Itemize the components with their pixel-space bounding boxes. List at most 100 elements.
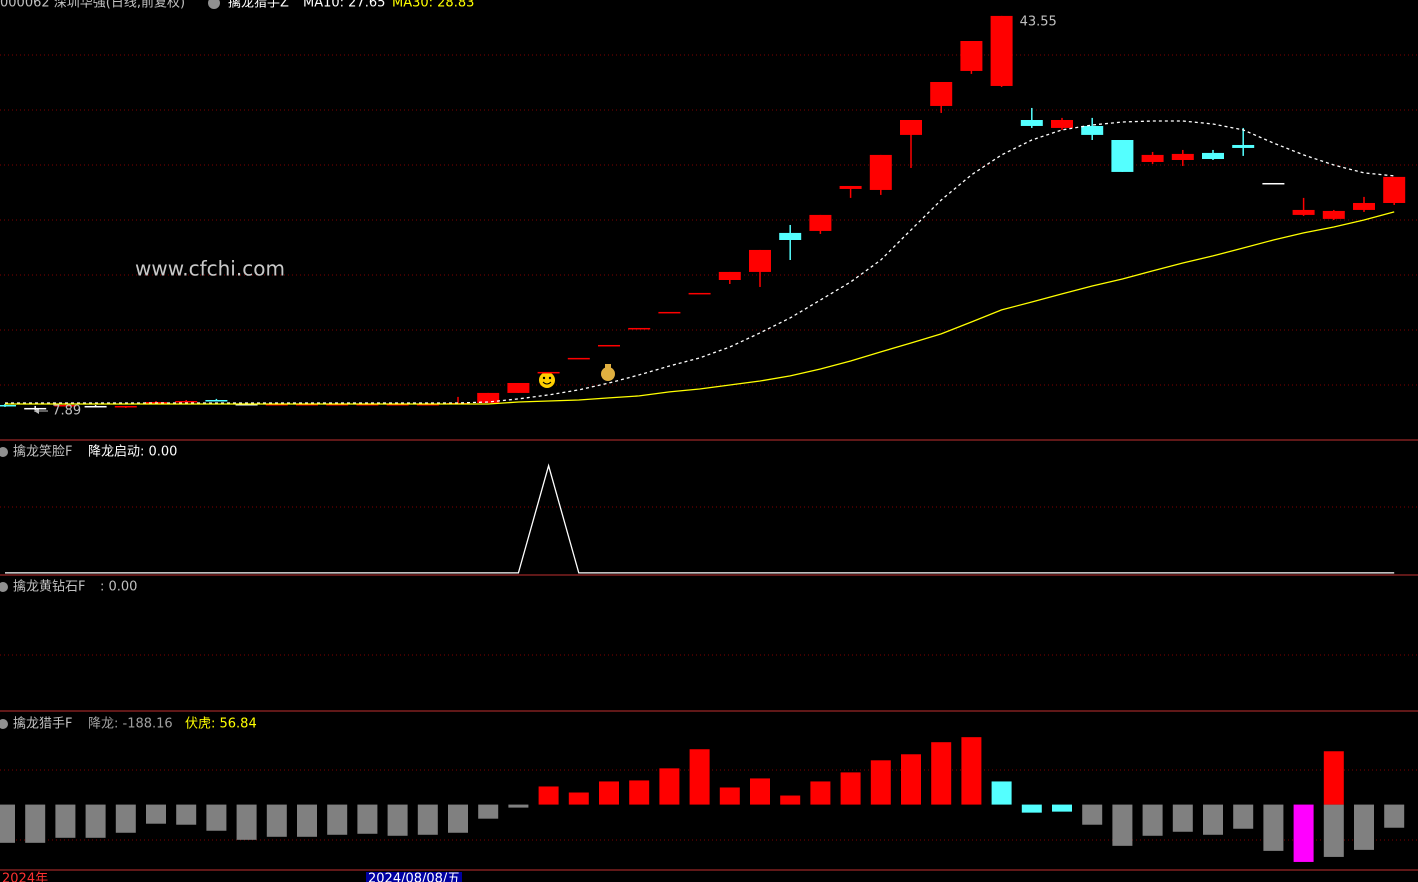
x-tick-label: 2024年: [2, 872, 48, 882]
candle-body: [960, 40, 983, 71]
bar: [568, 792, 589, 805]
bar: [55, 804, 76, 838]
pane-title: 擒龙笑脸F: [13, 444, 72, 460]
bar: [206, 804, 227, 831]
candle-body: [84, 405, 107, 408]
candle-body: [1262, 182, 1285, 185]
indicator-line: [5, 463, 1395, 574]
candle-body: [658, 311, 681, 314]
candle-body: [1020, 120, 1043, 126]
pane-value: : 0.00: [100, 580, 137, 595]
candle-body: [416, 403, 439, 406]
bar: [961, 737, 982, 805]
candle-body: [205, 400, 228, 402]
candle-body: [1081, 125, 1104, 135]
candle-body: [809, 214, 832, 231]
candle-body: [749, 249, 771, 272]
bar: [1323, 804, 1344, 857]
bar: [780, 795, 801, 805]
legend-entry: 降龙启动: 0.00: [88, 445, 177, 460]
bar: [266, 804, 287, 837]
grid: [0, 54, 1418, 841]
watermark: www.cfchi.com: [135, 257, 285, 281]
bar: [810, 781, 831, 805]
bar: [750, 778, 770, 805]
candle-body: [1292, 209, 1315, 215]
candle-body: [1171, 153, 1194, 160]
candle-body: [900, 120, 922, 135]
bar: [1082, 804, 1103, 825]
date-highlight: [366, 872, 462, 882]
bar: [115, 804, 136, 833]
candle-body: [779, 232, 802, 240]
bar: [1384, 804, 1405, 828]
bar: [1021, 804, 1042, 813]
bar: [1233, 804, 1254, 829]
legend-entry: MA30: 28.83: [392, 0, 474, 11]
low-arrow: [34, 408, 48, 414]
bar: [1323, 751, 1344, 805]
bar: [1263, 804, 1284, 851]
candle-body: [386, 403, 409, 406]
ma-line: [5, 211, 1395, 405]
bar: [0, 804, 15, 843]
icon: [0, 719, 8, 729]
candle-body: [537, 371, 560, 374]
bar: [417, 804, 438, 835]
legend-entry: MA10: 27.65: [303, 0, 385, 11]
candle-body: [507, 382, 530, 393]
bar: [870, 760, 891, 805]
candle-body: [235, 403, 258, 406]
pane-title: 擒龙猎手F: [13, 716, 72, 732]
legend-entry: 伏虎: 56.84: [185, 717, 257, 732]
bar: [901, 754, 921, 805]
bar: [599, 781, 619, 805]
bar: [1112, 804, 1133, 846]
bar: [1293, 804, 1314, 862]
high-label: 43.55: [1020, 14, 1057, 29]
bar: [85, 804, 106, 838]
candle-body: [1232, 144, 1255, 148]
candle-body: [1353, 202, 1375, 210]
candle-body: [54, 404, 77, 407]
icon: [0, 447, 8, 457]
candle-body: [114, 405, 137, 408]
chart-title: 000062 深圳华强(日线,前复权): [0, 0, 185, 11]
icon: [0, 582, 8, 592]
indicator-name: 擒龙猎手Z: [228, 0, 289, 11]
bar: [1354, 804, 1374, 850]
candle-body: [477, 392, 500, 403]
candle-body: [567, 357, 590, 360]
bar: [659, 768, 680, 805]
bar: [1203, 804, 1223, 835]
candle-body: [1202, 152, 1224, 160]
money-bag-icon: [601, 364, 615, 381]
pane-title: 擒龙黄钻石F: [13, 579, 85, 595]
bar: [478, 804, 499, 819]
candle-body: [628, 327, 651, 330]
candle-body: [356, 403, 379, 406]
candle-body: [175, 400, 198, 403]
candle-body: [1111, 140, 1134, 172]
candle-body: [0, 404, 16, 407]
legend-entry: 降龙: -188.16: [88, 717, 173, 732]
candle-body: [265, 403, 288, 406]
bar: [538, 786, 559, 805]
icon: [208, 0, 220, 9]
bar: [297, 804, 317, 837]
bar: [1142, 804, 1163, 836]
candle-body: [688, 292, 711, 295]
bar: [387, 804, 408, 836]
bar: [689, 749, 710, 805]
low-label: 7.89: [52, 403, 81, 418]
bar: [840, 772, 861, 805]
candle-body: [990, 15, 1013, 86]
bar: [327, 804, 348, 835]
candle-body: [296, 403, 318, 406]
candle-body: [1051, 120, 1073, 128]
bar: [991, 781, 1012, 805]
candle-body: [598, 344, 620, 347]
bar: [1172, 804, 1193, 832]
smile-icon: [539, 372, 555, 388]
